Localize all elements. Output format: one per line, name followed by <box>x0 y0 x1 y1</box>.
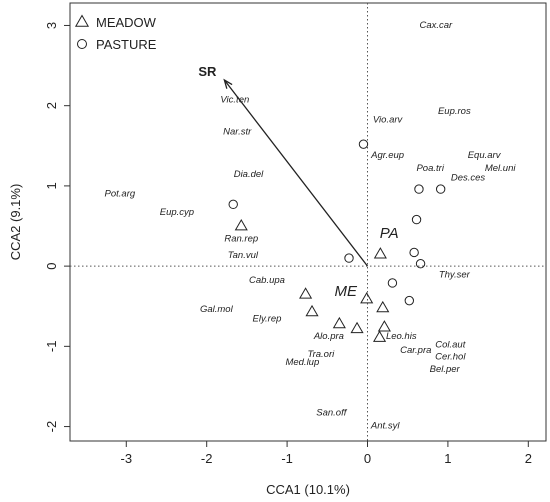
species-label: Cab.upa <box>249 275 285 286</box>
species-label: Agr.eup <box>370 150 404 161</box>
meadow-point <box>350 321 364 334</box>
x-tick-label: -3 <box>121 451 133 466</box>
x-tick-label: 2 <box>525 451 532 466</box>
pasture-point <box>387 278 398 288</box>
y-tick-label: -1 <box>44 341 59 353</box>
species-label: Alo.pra <box>313 331 344 342</box>
species-label: Des.ces <box>451 172 486 183</box>
meadow-point <box>377 320 391 332</box>
species-label: Cax.car <box>419 20 453 31</box>
plot-border <box>69 2 547 442</box>
pasture-point <box>435 184 446 194</box>
vector-arrowhead <box>223 78 233 89</box>
y-axis-label: CCA2 (9.1%) <box>8 184 23 261</box>
y-tick-label: 3 <box>44 22 59 29</box>
vector-line <box>223 79 369 267</box>
plot-frame <box>69 2 547 442</box>
environmental-vectors: SR <box>198 64 369 267</box>
pasture-point <box>228 199 238 210</box>
meadow-point <box>376 300 390 313</box>
y-tick-label: 0 <box>44 263 59 270</box>
y-axis: -2 -1 0 1 2 3 <box>44 22 70 432</box>
site-points <box>228 139 446 342</box>
centroid-label: PA <box>380 225 399 242</box>
species-labels: Cax.car Vic.ten Vio.arv Eup.ros Nar.str Agr.e… <box>105 20 517 431</box>
species-label: Car.pra <box>400 345 431 356</box>
pasture-point <box>344 253 354 263</box>
species-label: Ant.syl <box>370 420 400 431</box>
species-label: Nar.str <box>223 127 252 138</box>
species-label: Equ.arv <box>468 150 502 161</box>
species-label: Gal.mol <box>200 304 234 315</box>
species-label: Med.lup <box>285 357 319 368</box>
species-label: Ran.rep <box>224 233 258 244</box>
legend-circle-marker <box>77 39 87 49</box>
reference-lines <box>70 3 546 441</box>
species-label: Vio.arv <box>373 115 404 126</box>
species-label: Tan.vul <box>228 250 259 261</box>
meadow-point <box>305 304 319 317</box>
species-label: Col.aut <box>435 339 465 350</box>
y-tick-label: -2 <box>44 421 59 433</box>
centroid-label: ME <box>335 283 358 300</box>
pasture-point <box>409 247 419 258</box>
species-label: Bel.per <box>430 364 461 375</box>
x-tick-label: 1 <box>444 451 451 466</box>
species-label: Eup.ros <box>438 106 471 117</box>
meadow-point <box>372 330 387 342</box>
legend: MEADOW PASTURE <box>74 14 157 52</box>
x-axis: -3 -2 -1 0 1 2 <box>121 441 532 466</box>
meadow-point <box>299 287 313 299</box>
y-tick-label: 2 <box>44 102 59 109</box>
legend-label: PASTURE <box>96 37 157 52</box>
pasture-point <box>415 259 426 269</box>
meadow-point <box>332 316 346 329</box>
x-tick-label: 0 <box>364 451 371 466</box>
species-label: Cer.hol <box>435 351 466 362</box>
pasture-point <box>404 295 415 306</box>
species-label: Tra.ori <box>307 349 335 360</box>
species-label: Vic.ten <box>220 95 249 106</box>
legend-label: MEADOW <box>96 15 157 30</box>
species-label: Poa.tri <box>416 163 444 174</box>
species-label: Mel.uni <box>485 163 517 174</box>
y-tick-label: 1 <box>44 182 59 189</box>
meadow-point <box>373 247 387 259</box>
pasture-point <box>411 214 422 225</box>
species-label: San.off <box>316 407 347 418</box>
vector-label: SR <box>198 64 217 79</box>
legend-triangle-marker <box>74 14 90 27</box>
pasture-point <box>414 184 424 194</box>
pasture-point <box>358 139 369 149</box>
species-label: Thy.ser <box>439 269 471 280</box>
meadow-point <box>360 292 374 304</box>
species-label: Pot.arg <box>105 188 136 199</box>
species-label: Leo.his <box>386 331 417 342</box>
centroid-labels: PA ME <box>335 225 399 300</box>
species-label: Eup.cyp <box>160 207 194 218</box>
x-axis-label: CCA1 (10.1%) <box>266 482 350 497</box>
x-tick-label: -2 <box>201 451 213 466</box>
species-label: Dia.del <box>234 169 264 180</box>
x-tick-label: -1 <box>281 451 293 466</box>
species-label: Ely.rep <box>253 314 282 325</box>
meadow-point <box>234 219 248 231</box>
